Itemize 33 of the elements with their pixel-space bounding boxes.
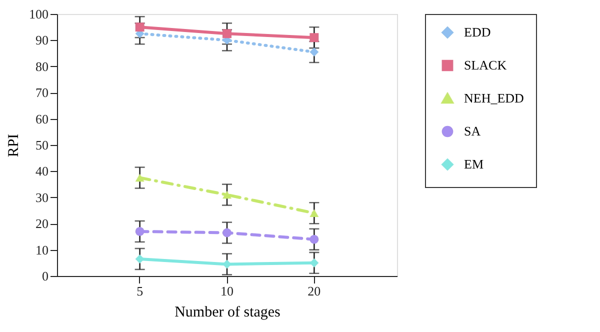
point bbox=[310, 234, 319, 244]
x-tick-label: 20 bbox=[308, 284, 321, 298]
y-tick-label: 20 bbox=[36, 216, 48, 232]
point bbox=[135, 254, 144, 264]
y-tick-label: 10 bbox=[36, 242, 48, 258]
y-tick-label: 60 bbox=[36, 111, 48, 126]
y-tick-label: 30 bbox=[36, 190, 48, 205]
point bbox=[222, 29, 232, 38]
legend-label: SA bbox=[464, 124, 482, 138]
legend-label: EDD bbox=[464, 24, 491, 40]
point bbox=[135, 22, 144, 32]
point bbox=[222, 190, 232, 199]
x-axis-title: Number of stages bbox=[174, 304, 281, 320]
point bbox=[135, 174, 144, 182]
y-tick-label: 90 bbox=[36, 32, 48, 48]
point bbox=[222, 228, 232, 238]
y-tick-label: 100 bbox=[29, 6, 48, 22]
x-tick-label: 5 bbox=[136, 284, 144, 298]
legend-label: EM bbox=[464, 156, 484, 172]
point bbox=[222, 260, 232, 269]
legend-label: NEH_EDD bbox=[464, 90, 524, 106]
point bbox=[135, 226, 144, 236]
x-tick-label: 10 bbox=[220, 284, 234, 298]
y-tick-label: 40 bbox=[36, 164, 48, 179]
y-tick-label: 0 bbox=[42, 268, 48, 284]
y-tick-label: 50 bbox=[36, 138, 48, 152]
y-tick-label: 80 bbox=[36, 58, 48, 74]
point bbox=[310, 48, 319, 56]
point bbox=[310, 209, 319, 217]
y-axis-title: RPI bbox=[6, 134, 22, 158]
point bbox=[310, 33, 319, 42]
legend-label: SLACK bbox=[464, 58, 508, 72]
y-tick-label: 70 bbox=[36, 85, 48, 100]
